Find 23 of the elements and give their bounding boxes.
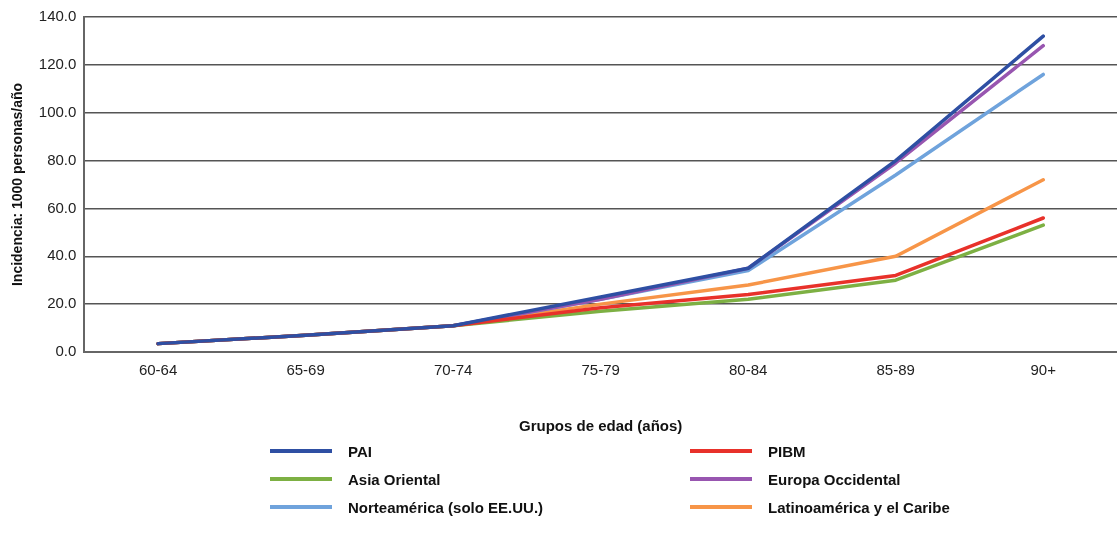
- y-tick-label: 80.0: [47, 150, 77, 168]
- y-tick-label: 100.0: [38, 102, 77, 120]
- y-axis-title: Incidencia: 1000 personas/año: [9, 82, 26, 287]
- y-tick-label: 120.0: [38, 55, 77, 72]
- legend-label: Latinoamérica y el Caribe: [768, 498, 950, 516]
- legend-label: PIBM: [768, 442, 806, 460]
- legend-label: Europa Occidental: [768, 470, 901, 488]
- y-tick-label: 20.0: [47, 294, 77, 312]
- x-axis-title: Grupos de edad (años): [518, 417, 683, 435]
- y-tick-label: 0.0: [55, 342, 77, 360]
- legend-label: Asia Oriental: [348, 470, 441, 488]
- x-tick-label: 65-69: [286, 361, 325, 379]
- y-tick-label: 140.0: [38, 7, 77, 25]
- x-tick-label: 60-64: [138, 361, 178, 379]
- x-tick-label: 75-79: [581, 361, 620, 379]
- y-tick-label: 40.0: [47, 246, 77, 264]
- y-tick-label: 60.0: [47, 198, 77, 216]
- legend-label: PAI: [348, 442, 372, 460]
- x-tick-label: 85-89: [876, 361, 915, 379]
- x-tick-label: 80-84: [729, 361, 768, 379]
- x-tick-label: 90+: [1030, 361, 1057, 379]
- legend-label: Norteamérica (solo EE.UU.): [348, 498, 544, 516]
- x-tick-label: 70-74: [433, 361, 473, 379]
